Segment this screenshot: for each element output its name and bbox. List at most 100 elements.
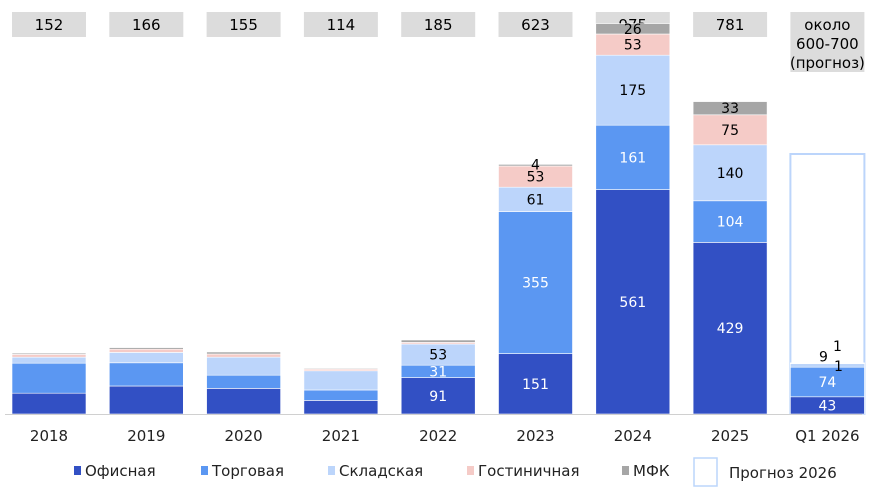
x-tick-2018: 2018 bbox=[30, 427, 68, 445]
x-axis-labels: 2018 2019 2020 2021 2022 2023 2024 2025 Q1 2026 bbox=[30, 427, 860, 445]
label-2025-складская: 140 bbox=[717, 166, 744, 182]
label-2022-складская: 53 bbox=[429, 348, 447, 364]
x-tick-2019: 2019 bbox=[127, 427, 165, 445]
bar-2021-складская bbox=[303, 370, 379, 391]
bar-2018-офисная bbox=[11, 392, 87, 415]
bar-2025-торговая bbox=[692, 200, 768, 243]
bar-2018-гостиничная bbox=[11, 354, 87, 358]
legend-swatch-торговая bbox=[201, 466, 208, 475]
bar-2019-мфк bbox=[109, 347, 184, 350]
legend-label-мфк: МФК bbox=[633, 462, 670, 480]
bar-2024-офисная bbox=[595, 189, 671, 415]
label-2023-гостиничная: 53 bbox=[527, 170, 545, 186]
bar-2021-мфк bbox=[303, 368, 379, 370]
total-value-2022: 185 bbox=[424, 16, 453, 34]
label-2025-мфк: 33 bbox=[721, 101, 739, 117]
totals-row: 152166155114185623975781около600-700(про… bbox=[12, 12, 865, 72]
label-2024-офисная: 561 bbox=[619, 295, 646, 311]
bars-group: 9131531513556153456116117553264291041407… bbox=[11, 22, 866, 415]
label-2022-торговая: 31 bbox=[429, 364, 447, 380]
legend-label-торговая: Торговая bbox=[211, 462, 284, 480]
bar-2019-гостиничная bbox=[109, 348, 184, 353]
bar-2024-мфк bbox=[595, 23, 671, 35]
total-value-2018: 152 bbox=[35, 16, 64, 34]
x-tick-2022: 2022 bbox=[419, 427, 457, 445]
total-value-q1-2026-1: 600-700 bbox=[796, 35, 859, 53]
legend-label-офисная: Офисная bbox=[85, 462, 156, 480]
x-tick-2025: 2025 bbox=[711, 427, 749, 445]
bar-q1-2026-мфк bbox=[790, 362, 865, 364]
total-value-2025: 781 bbox=[716, 16, 745, 34]
bar-2020-гостиничная bbox=[206, 353, 281, 358]
label-q1-2026-гостиничная: 1 bbox=[833, 339, 842, 355]
bar-2019-торговая bbox=[109, 362, 184, 387]
bar-2023-торговая bbox=[498, 211, 573, 354]
x-tick-2021: 2021 bbox=[322, 427, 360, 445]
label-2023-мфк: 4 bbox=[531, 158, 540, 174]
x-tick-q1-2026: Q1 2026 bbox=[795, 427, 859, 445]
bar-2025-гостиничная bbox=[692, 114, 768, 146]
label-q1-2026-мфк: 1 bbox=[834, 359, 843, 375]
label-2025-офисная: 429 bbox=[717, 321, 744, 337]
bar-2021-торговая bbox=[303, 389, 379, 401]
bar-2025-складская bbox=[692, 144, 768, 202]
bar-2018-торговая bbox=[11, 362, 87, 394]
bar-2023-офисная bbox=[498, 353, 573, 415]
total-box-2021 bbox=[303, 12, 378, 37]
bar-2020-офисная bbox=[206, 388, 281, 415]
label-2024-торговая: 161 bbox=[619, 150, 646, 166]
label-q1-2026-складская: 9 bbox=[819, 350, 828, 366]
bar-2024-складская bbox=[595, 54, 671, 126]
total-box-2018 bbox=[12, 12, 86, 37]
legend-swatch-forecast bbox=[693, 457, 718, 487]
bar-2021-офисная bbox=[303, 400, 379, 415]
legend-label-forecast: Прогноз 2026 bbox=[729, 464, 837, 482]
bar-2022-офисная bbox=[400, 377, 476, 415]
label-2023-складская: 61 bbox=[527, 192, 545, 208]
legend: Офисная Торговая Складская Гостиничная МФК Пр… bbox=[74, 457, 837, 487]
label-2023-офисная: 151 bbox=[522, 377, 549, 393]
bar-2025-офисная bbox=[692, 242, 768, 415]
legend-label-складская: Складская bbox=[339, 462, 423, 480]
total-value-2021: 114 bbox=[327, 16, 356, 34]
label-q1-2026-торговая: 74 bbox=[818, 375, 836, 391]
total-value-q1-2026-0: около bbox=[804, 16, 850, 34]
bar-2023-мфк bbox=[498, 164, 573, 167]
total-value-q1-2026-2: (прогноз) bbox=[790, 54, 865, 72]
label-2024-мфк: 26 bbox=[624, 22, 642, 38]
label-2024-гостиничная: 53 bbox=[624, 38, 642, 54]
total-box-2025 bbox=[693, 12, 768, 37]
legend-label-гостиничная: Гостиничная bbox=[478, 462, 580, 480]
bar-2020-складская bbox=[206, 356, 281, 376]
label-2025-гостиничная: 75 bbox=[721, 123, 739, 139]
x-tick-2023: 2023 bbox=[516, 427, 554, 445]
x-tick-2024: 2024 bbox=[614, 427, 652, 445]
bar-2018-складская bbox=[11, 356, 87, 364]
total-value-2019: 166 bbox=[132, 16, 161, 34]
label-q1-2026-офисная: 43 bbox=[818, 398, 836, 414]
bar-2022-мфк bbox=[400, 339, 476, 343]
bar-2020-мфк bbox=[206, 351, 281, 355]
legend-swatch-складская bbox=[328, 466, 335, 475]
label-2022-офисная: 91 bbox=[429, 389, 447, 405]
label-2025-торговая: 104 bbox=[717, 215, 744, 231]
bar-2025-мфк bbox=[692, 101, 768, 116]
bar-2020-торговая bbox=[206, 374, 281, 389]
x-tick-2020: 2020 bbox=[225, 427, 263, 445]
legend-swatch-гостиничная bbox=[467, 466, 474, 475]
bar-2019-офисная bbox=[109, 385, 184, 415]
total-value-2020: 155 bbox=[229, 16, 258, 34]
bar-q1-2026-торговая bbox=[790, 366, 865, 398]
bar-2019-складская bbox=[109, 352, 184, 364]
legend-swatch-офисная bbox=[74, 466, 81, 475]
label-2024-складская: 175 bbox=[619, 83, 646, 99]
total-box-q1-2026 bbox=[790, 12, 865, 72]
total-box-2022 bbox=[401, 12, 476, 37]
total-box-2020 bbox=[206, 12, 281, 37]
total-box-2019 bbox=[109, 12, 184, 37]
total-box-2023 bbox=[498, 12, 573, 37]
legend-swatch-мфк bbox=[622, 466, 629, 475]
bar-2018-мфк bbox=[11, 352, 87, 355]
label-2023-торговая: 355 bbox=[522, 276, 549, 292]
